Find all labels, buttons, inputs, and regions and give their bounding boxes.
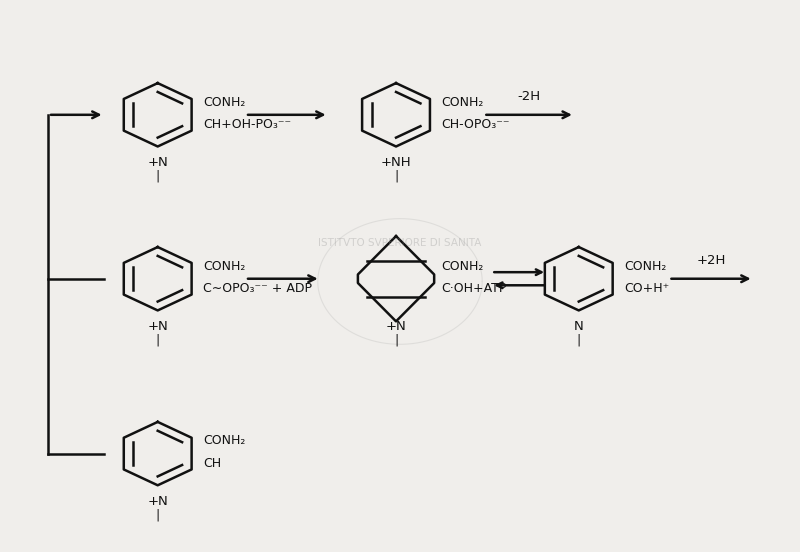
Text: |: | xyxy=(394,333,398,346)
Text: C∼OPO₃⁻⁻ + ADP: C∼OPO₃⁻⁻ + ADP xyxy=(203,282,312,295)
Text: ISTITVTO SVPERIORE DI SANITA: ISTITVTO SVPERIORE DI SANITA xyxy=(318,238,482,248)
Text: CH: CH xyxy=(203,457,222,470)
Text: CH-OPO₃⁻⁻: CH-OPO₃⁻⁻ xyxy=(442,118,510,131)
Text: |: | xyxy=(155,333,160,346)
Text: +N: +N xyxy=(147,495,168,508)
Text: +N: +N xyxy=(386,320,406,333)
Text: +N: +N xyxy=(147,320,168,333)
Text: CONH₂: CONH₂ xyxy=(203,434,246,448)
Text: |: | xyxy=(155,508,160,521)
Text: +N: +N xyxy=(147,156,168,169)
Text: CONH₂: CONH₂ xyxy=(203,259,246,273)
Text: CONH₂: CONH₂ xyxy=(442,259,484,273)
Text: CH+OH-PO₃⁻⁻: CH+OH-PO₃⁻⁻ xyxy=(203,118,291,131)
Text: |: | xyxy=(394,169,398,183)
Text: CONH₂: CONH₂ xyxy=(203,95,246,109)
Text: +2H: +2H xyxy=(696,254,726,267)
Text: -2H: -2H xyxy=(518,90,541,103)
Text: CONH₂: CONH₂ xyxy=(624,259,666,273)
Text: N: N xyxy=(574,320,584,333)
Text: +NH: +NH xyxy=(381,156,411,169)
Text: CONH₂: CONH₂ xyxy=(442,95,484,109)
Text: |: | xyxy=(155,169,160,183)
Text: |: | xyxy=(577,333,581,346)
Text: CO+H⁺: CO+H⁺ xyxy=(624,282,670,295)
Text: C·OH+ATP: C·OH+ATP xyxy=(442,282,507,295)
